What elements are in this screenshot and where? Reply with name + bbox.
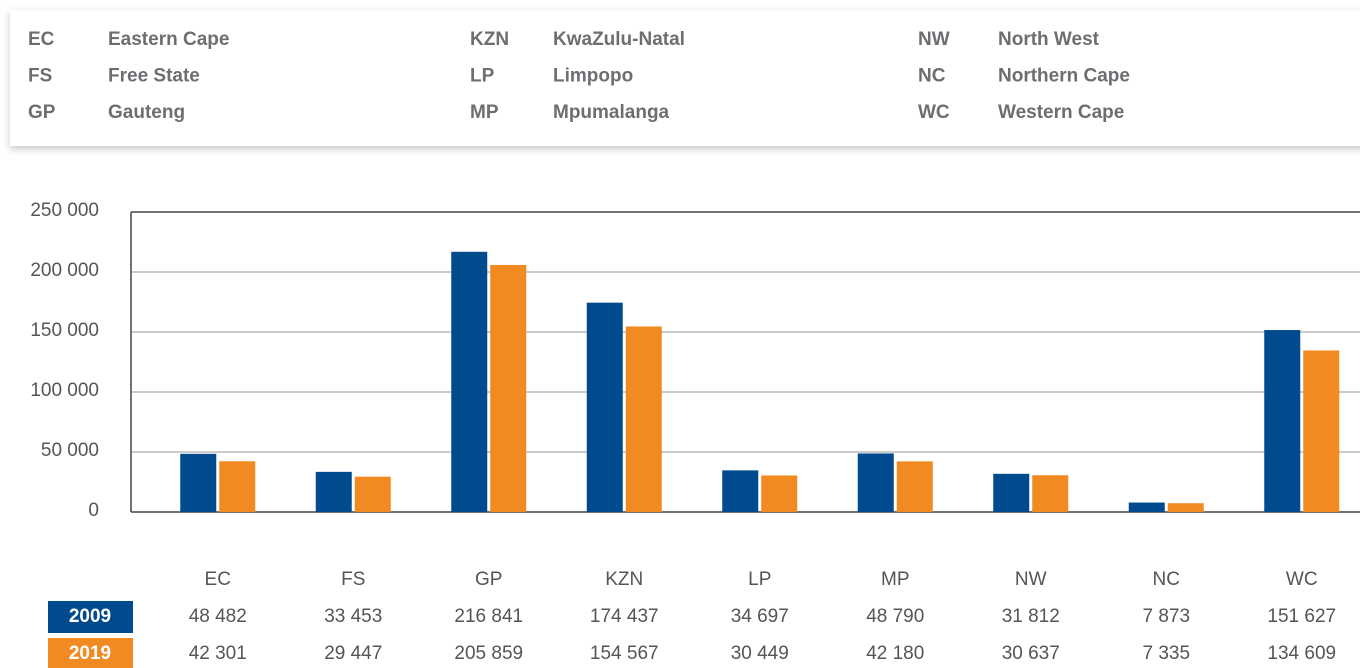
legend-box [10, 10, 1360, 146]
bar [1032, 475, 1069, 512]
legend-name: KwaZulu-Natal [553, 29, 685, 50]
y-tick-label: 50 000 [41, 440, 99, 461]
table-value: 7 335 [1142, 643, 1190, 664]
legend-name: Mpumalanga [553, 102, 670, 123]
y-tick-label: 150 000 [30, 320, 99, 341]
legend-name: Eastern Cape [108, 29, 229, 50]
legend-code: FS [28, 66, 52, 87]
table-value: 48 790 [866, 606, 924, 627]
table-value: 29 447 [324, 643, 382, 664]
bar [722, 470, 759, 512]
legend-code: NW [918, 29, 950, 50]
bar [490, 264, 527, 512]
legend-code: EC [28, 29, 55, 50]
table-value: 34 697 [731, 606, 789, 627]
table-value: 30 449 [731, 643, 789, 664]
legend-code: LP [470, 66, 495, 87]
category-label: FS [341, 569, 365, 590]
legend-name: Gauteng [108, 102, 185, 123]
legend-code: MP [470, 102, 499, 123]
bar [896, 461, 933, 512]
table-value: 42 180 [866, 643, 924, 664]
category-label: GP [475, 569, 502, 590]
series-label: 2019 [69, 643, 111, 664]
category-label: MP [881, 569, 910, 590]
bar [1128, 502, 1165, 512]
series-label-box [48, 638, 133, 668]
table-value: 174 437 [590, 606, 659, 627]
table-value: 30 637 [1002, 643, 1060, 664]
legend-name: North West [998, 29, 1100, 50]
category-label: WC [1286, 569, 1318, 590]
table-value: 154 567 [590, 643, 659, 664]
table-value: 7 873 [1142, 606, 1190, 627]
bar [586, 302, 623, 512]
table-value: 48 482 [189, 606, 247, 627]
bar [857, 453, 894, 512]
series-label-box [48, 601, 133, 633]
table-value: 216 841 [454, 606, 523, 627]
table-value: 205 859 [454, 643, 523, 664]
y-tick-label: 0 [88, 500, 99, 521]
legend-name: Limpopo [553, 66, 633, 87]
y-tick-label: 100 000 [30, 380, 99, 401]
bar [451, 251, 488, 512]
bar [315, 471, 352, 512]
table-value: 31 812 [1002, 606, 1060, 627]
bar [180, 453, 217, 512]
bar [1303, 350, 1340, 512]
category-label: LP [748, 569, 771, 590]
bar [1264, 330, 1301, 512]
series-label: 2009 [69, 606, 111, 627]
category-label: NC [1153, 569, 1180, 590]
y-tick-label: 200 000 [30, 260, 99, 281]
table-value: 134 609 [1267, 643, 1336, 664]
table-value: 42 301 [189, 643, 247, 664]
legend-name: Western Cape [998, 102, 1124, 123]
bar [761, 475, 798, 512]
table-value: 151 627 [1267, 606, 1336, 627]
bar [219, 461, 256, 512]
legend-name: Free State [108, 66, 200, 87]
category-label: NW [1015, 569, 1047, 590]
legend-code: KZN [470, 29, 509, 50]
legend-code: NC [918, 66, 946, 87]
bar [625, 326, 662, 512]
category-label: EC [205, 569, 231, 590]
bar [993, 473, 1030, 512]
legend-name: Northern Cape [998, 66, 1130, 87]
legend-code: WC [918, 102, 950, 123]
category-label: KZN [605, 569, 643, 590]
y-tick-label: 250 000 [30, 200, 99, 221]
table-value: 33 453 [324, 606, 382, 627]
bar [1167, 503, 1204, 512]
legend-code: GP [28, 102, 56, 123]
bar [354, 476, 391, 512]
